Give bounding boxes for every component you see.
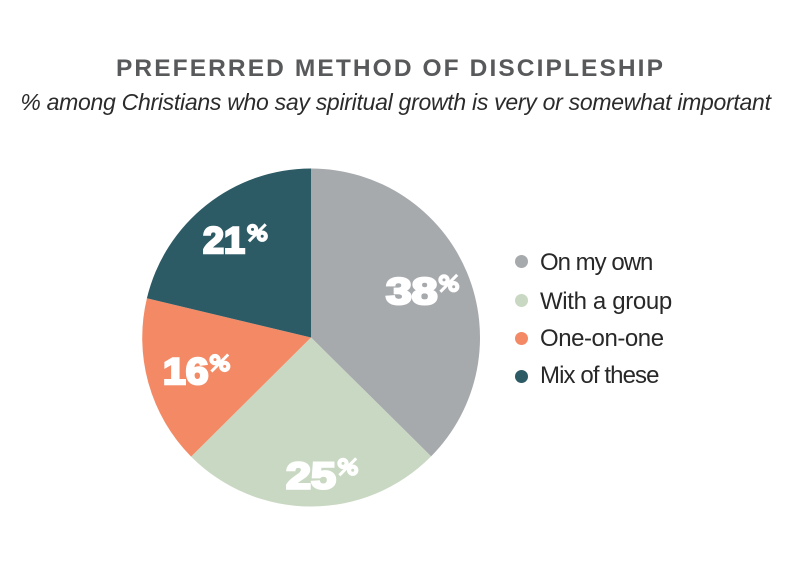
svg-text:16: 16 — [163, 351, 209, 392]
svg-text:21: 21 — [203, 220, 245, 261]
svg-text:38: 38 — [386, 271, 438, 312]
svg-text:25: 25 — [286, 456, 336, 497]
